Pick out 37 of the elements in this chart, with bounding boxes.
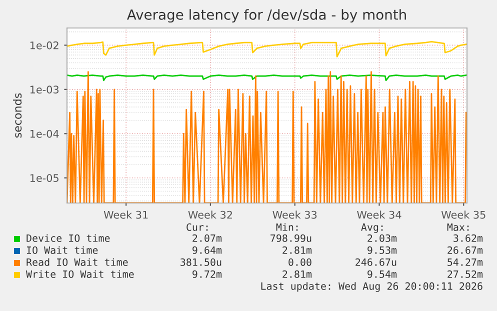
text: 54.27m [448, 258, 483, 266]
text: Max: [447, 223, 469, 231]
chart-title: Average latency for /dev/sda - by month [126, 9, 406, 23]
x-tick-label: Week 34 [357, 210, 402, 219]
text: Cur: [186, 223, 208, 231]
y-tick-label: 1e-04 [30, 130, 59, 138]
x-tick-label: Week 32 [188, 210, 232, 219]
legend-label: Device IO time [26, 234, 110, 242]
text: 381.50u [180, 258, 222, 266]
text: Min: [276, 223, 298, 231]
legend-label: IO Wait time [26, 246, 98, 254]
legend-label: Write IO Wait time [26, 270, 134, 278]
x-tick-label: Week 33 [272, 210, 317, 219]
text: 27.52m [448, 270, 483, 278]
text: 9.64m [192, 246, 222, 254]
text: 798.99u [270, 234, 312, 242]
line-series [67, 41, 467, 58]
text: 9.53m [368, 246, 397, 254]
text: 2.03m [368, 234, 397, 242]
text: 9.54m [368, 270, 397, 278]
text: 9.72m [192, 270, 222, 278]
text: 246.67u [356, 258, 396, 266]
text: 26.67m [448, 246, 483, 254]
legend-label: Read IO Wait time [26, 258, 128, 266]
y-tick-label: 1e-05 [30, 174, 58, 182]
text: 2.81m [282, 270, 312, 278]
y-tick-label: 1e-03 [30, 86, 59, 94]
text: 2.81m [282, 246, 312, 254]
text: 0.00 [288, 258, 312, 266]
text: 2.07m [192, 234, 222, 242]
text: 3.62m [454, 234, 483, 242]
x-tick-label: Week 31 [104, 210, 148, 219]
y-axis-title: seconds [13, 93, 22, 138]
x-tick-label: Week 35 [441, 210, 486, 219]
y-tick-label: 1e-02 [30, 41, 58, 50]
text: Avg: [361, 223, 383, 233]
text: Last update: Wed Aug 26 20:00:11 2026 [261, 282, 482, 292]
